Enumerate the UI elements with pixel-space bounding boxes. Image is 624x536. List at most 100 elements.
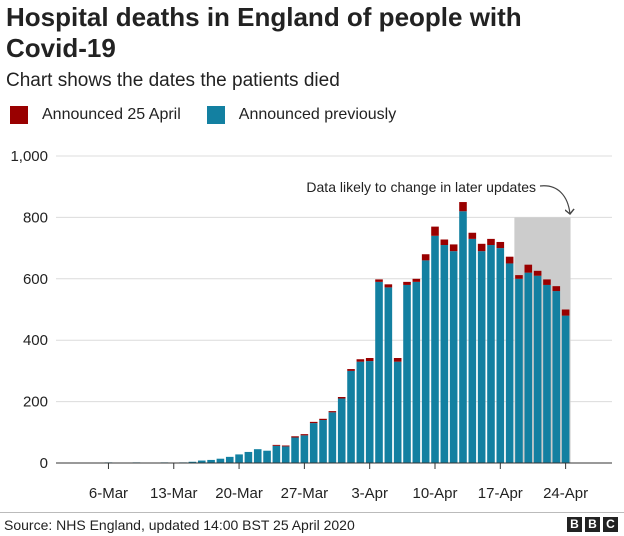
bar-announced-previously [468,238,477,463]
bar-announced-previously [225,456,234,463]
bar-announced-25-april [375,279,383,282]
bar-announced-25-april [468,232,477,239]
bar-announced-previously [328,412,337,463]
bar-announced-previously [384,287,393,463]
bar-announced-25-april [496,241,505,249]
bar-announced-previously [505,263,514,463]
bar-announced-previously [393,361,402,463]
bar-announced-25-april [487,238,495,246]
bar-announced-previously [244,451,253,463]
bar-announced-25-april [477,243,486,252]
legend-item-announced-previously: Announced previously [206,106,397,124]
bar-announced-previously [235,454,243,463]
bar-announced-previously [197,460,206,463]
bar-announced-25-april [300,434,309,436]
bar-announced-previously [319,420,327,463]
x-tick-label: 6-Mar [89,485,128,502]
bar-announced-25-april [505,256,514,264]
y-tick-label: 600 [23,271,48,288]
bar-announced-previously [561,315,570,463]
annotation-arrow [539,185,570,214]
bar-announced-25-april [431,226,439,236]
bar-announced-previously [524,272,533,463]
legend-swatch-announced-25-april [10,106,28,124]
bbc-logo: B B C [564,517,618,532]
bar-announced-25-april [319,418,327,421]
x-tick-label: 27-Mar [281,485,329,502]
bar-announced-previously [496,248,505,463]
y-tick-label: 0 [40,455,48,472]
bar-announced-previously [459,211,467,463]
bar-announced-previously [431,235,439,463]
bar-announced-previously [365,361,374,463]
bar-announced-previously [291,437,299,463]
bar-announced-25-april [449,244,458,252]
legend-swatch-announced-previously [206,106,225,124]
bar-announced-25-april [533,270,542,276]
bar-announced-25-april [543,279,551,285]
bar-announced-previously [449,251,458,463]
bar-announced-previously [281,446,290,463]
x-tick-label: 13-Mar [150,485,198,502]
bar-announced-previously [487,245,495,463]
bar-announced-previously [477,251,486,463]
bbc-logo-letter-1: B [567,517,582,532]
bar-announced-previously [533,275,542,463]
bar-announced-25-april [291,436,299,438]
bar-announced-25-april [328,411,337,413]
bar-announced-previously [272,445,281,463]
legend: Announced 25 April Announced previously [10,106,422,124]
chart-title: Hospital deaths in England of people wit… [6,2,522,63]
bar-announced-25-april [561,309,570,316]
highlight-band-group [514,217,571,463]
bar-announced-25-april [347,369,355,371]
x-tick-label: 10-Apr [412,485,457,502]
bar-announced-previously [515,278,523,463]
bar-announced-previously [207,459,215,463]
bar-announced-25-april [421,254,430,261]
source-note: Source: NHS England, updated 14:00 BST 2… [4,517,355,533]
annotation-group: Data likely to change in later updates [306,179,570,214]
bbc-logo-letter-3: C [603,517,618,532]
highlight-band [514,217,571,463]
bar-announced-previously [375,281,383,463]
bar-announced-previously [440,245,449,463]
bar-announced-25-april [393,358,402,362]
bar-announced-previously [552,291,561,463]
bar-announced-25-april [384,284,393,288]
y-tick-label: 1,000 [10,148,48,165]
bar-announced-previously [188,461,197,463]
bar-announced-previously [253,449,262,463]
bar-announced-25-april [356,359,365,362]
legend-item-announced-25-april: Announced 25 April [10,106,181,124]
bar-announced-25-april [337,396,346,399]
chart-subtitle: Chart shows the dates the patients died [6,70,340,91]
bbc-logo-letter-2: B [585,517,600,532]
bar-announced-previously [543,284,551,463]
bar-chart: 0 200 400 600 800 1,000 6-Mar 13-Mar 20-Mar 27-M… [10,148,612,502]
legend-label-announced-25-april: Announced 25 April [42,106,181,123]
x-tick-label: 20-Mar [215,485,263,502]
bar-announced-25-april [412,278,421,282]
x-tick-label: 24-Apr [543,485,588,502]
bar-announced-25-april [515,275,523,279]
bar-announced-25-april [552,286,561,292]
bar-announced-25-april [281,445,290,447]
bar-announced-previously [309,423,318,463]
axes: 6-Mar 13-Mar 20-Mar 27-Mar 3-Apr 10-Apr 17-Apr… [56,462,612,502]
bar-announced-25-april [524,264,533,273]
bar-announced-previously [337,398,346,463]
y-tick-label: 800 [23,209,48,226]
bar-announced-previously [412,281,421,463]
bar-announced-previously [347,370,355,463]
bar-announced-previously [356,361,365,463]
y-tick-label: 400 [23,332,48,349]
bar-announced-25-april [365,358,374,362]
bar-announced-25-april [459,202,467,212]
bar-announced-previously [263,450,271,463]
bars [104,202,570,463]
legend-label-announced-previously: Announced previously [238,106,397,123]
footer-divider [0,512,624,513]
annotation-text: Data likely to change in later updates [306,179,536,195]
bar-announced-25-april [403,281,411,285]
